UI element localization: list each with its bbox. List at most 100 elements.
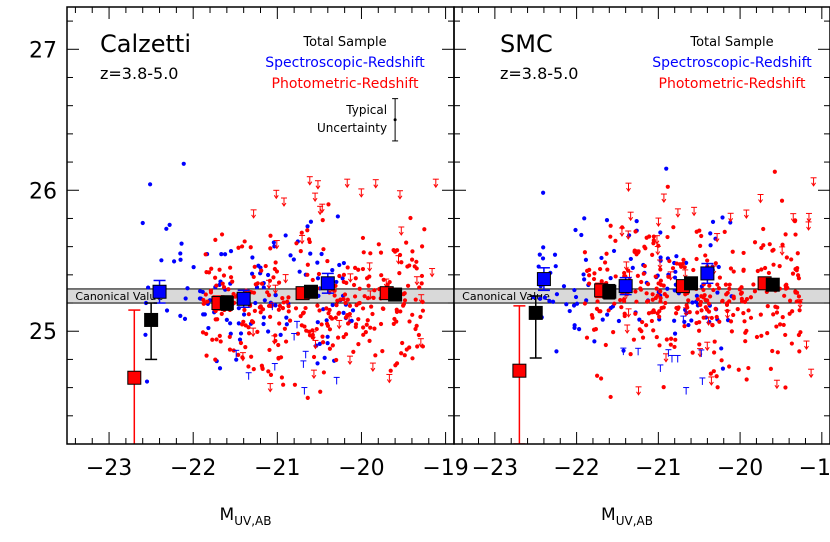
spec-point — [148, 182, 153, 187]
phot-point — [748, 315, 754, 320]
phot-point — [712, 350, 717, 355]
spec-point — [672, 275, 678, 280]
phot-point — [341, 279, 346, 285]
spec-point — [554, 292, 560, 297]
phot-point — [604, 251, 609, 256]
phot-point — [299, 230, 304, 235]
spec-point — [628, 256, 633, 262]
x-axis-label-sub: UV,AB — [234, 514, 271, 528]
phot-point — [727, 282, 732, 287]
phot-point — [686, 298, 691, 303]
phot-point — [213, 237, 218, 243]
phot-point — [622, 311, 627, 316]
phot-point — [741, 311, 746, 316]
phot-point — [321, 247, 326, 252]
x-tick-label: −20 — [338, 456, 384, 481]
spec-point — [140, 220, 145, 226]
upper-limit-arrow — [346, 321, 352, 326]
phot-point — [218, 339, 223, 344]
phot-point — [658, 278, 663, 283]
phot-point — [226, 287, 231, 292]
upper-limit-arrow — [728, 218, 734, 223]
spec-point — [574, 301, 580, 306]
phot-point — [698, 243, 703, 248]
phot-point — [357, 300, 362, 306]
binned-total-3 — [765, 277, 780, 292]
spec-point — [146, 285, 151, 290]
x-tick-label: −20 — [717, 456, 763, 481]
phot-point — [793, 218, 798, 223]
spec-point — [206, 325, 211, 331]
phot-point — [643, 246, 648, 251]
binned-spec-marker — [320, 276, 335, 291]
spec-point — [672, 318, 677, 323]
phot-point — [394, 309, 400, 315]
phot-point — [727, 364, 732, 369]
phot-point — [419, 281, 424, 286]
panel-smc: Canonical Value −23 −22 −21 −20 −19 MUV,AB SMC z… — [453, 6, 830, 528]
spec-point — [689, 318, 694, 323]
phot-point — [595, 299, 600, 304]
phot-point — [793, 232, 798, 237]
phot-point — [640, 319, 645, 325]
phot-point — [717, 319, 722, 324]
binned-total-2 — [684, 276, 699, 291]
spec-point — [234, 357, 239, 362]
phot-point — [603, 342, 608, 348]
spec-point — [324, 318, 329, 323]
phot-point — [587, 267, 592, 272]
spec-point — [664, 166, 669, 171]
x-tick-label: −23 — [472, 456, 518, 481]
binned-spec-2 — [700, 262, 715, 285]
x-axis-label-main: M — [220, 505, 235, 525]
upper-limit-arrow — [299, 240, 305, 245]
spec-point — [630, 265, 635, 270]
phot-point — [266, 369, 271, 374]
upper-limit-arrow — [622, 296, 628, 301]
phot-point — [682, 265, 687, 270]
phot-point — [416, 332, 421, 338]
x-tick-label: −19 — [799, 456, 830, 481]
phot-point — [710, 323, 715, 328]
phot-point — [775, 305, 780, 310]
phot-point — [204, 353, 209, 358]
panel-calzetti: Canonical Value −23 −22 −21 −20 −19 25 26 27 MUV,… — [29, 6, 469, 528]
phot-point — [280, 296, 285, 301]
upper-limit-arrow — [628, 216, 634, 222]
spec-point — [261, 285, 266, 290]
upper-limit-arrow — [636, 391, 641, 396]
phot-point — [587, 273, 592, 278]
phot-point — [213, 357, 218, 362]
phot-point — [784, 255, 789, 260]
phot-point — [708, 294, 713, 299]
phot-point — [305, 395, 310, 400]
phot-point — [204, 270, 209, 275]
spec-point — [708, 243, 713, 248]
spec-point — [579, 232, 584, 238]
phot-point — [670, 266, 676, 271]
phot-point — [370, 311, 375, 317]
upper-limit-arrow — [281, 202, 287, 207]
phot-point — [227, 334, 232, 339]
phot-point — [376, 242, 381, 247]
phot-point — [795, 251, 800, 256]
phot-point — [325, 323, 331, 328]
phot-point — [343, 332, 349, 337]
spec-point — [665, 286, 670, 291]
upper-limit-arrow — [319, 208, 325, 214]
upper-limit-arrow — [311, 374, 317, 380]
spec-point — [573, 294, 579, 300]
phot-point — [746, 308, 751, 313]
phot-point — [743, 330, 748, 335]
upper-limit-arrow — [429, 273, 435, 278]
phot-point — [608, 223, 613, 228]
spec-point — [350, 308, 356, 313]
phot-point — [251, 367, 256, 372]
phot-point — [618, 298, 623, 303]
spec-point — [334, 279, 339, 285]
spec-point — [315, 361, 320, 366]
spec-point — [178, 251, 183, 256]
phot-point — [281, 382, 286, 387]
spec-point — [728, 220, 733, 225]
phot-point — [228, 275, 234, 280]
